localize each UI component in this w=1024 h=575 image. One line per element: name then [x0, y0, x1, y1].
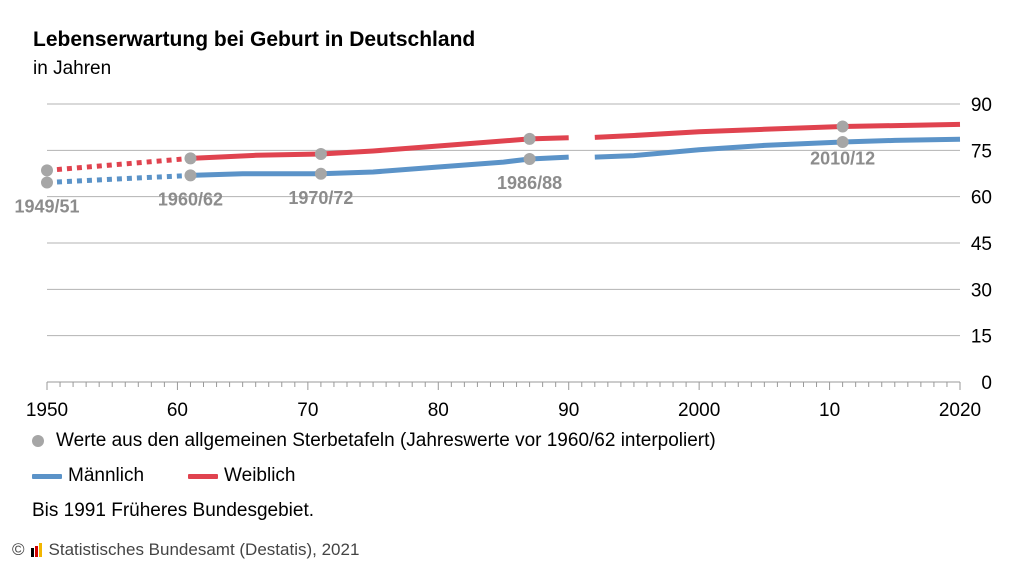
x-tick-label: 2000 [678, 400, 720, 421]
source-text: Statistisches Bundesamt (Destatis), 2021 [48, 540, 360, 559]
y-tick-label: 15 [971, 327, 992, 348]
legend-series-row: Männlich Weiblich [32, 465, 340, 487]
life-table-point [314, 167, 327, 180]
life-table-point [523, 132, 536, 145]
x-tick-label: 80 [428, 400, 449, 421]
point-label: 1970/72 [288, 188, 353, 208]
x-tick-label: 90 [558, 400, 579, 421]
life-expectancy-chart: 0 15 30 45 60 75 90 1950 60 70 80 90 2000 10 2020 1949/… [14, 95, 992, 421]
x-tick-label: 10 [819, 400, 840, 421]
series-line-male [594, 136, 961, 160]
series-line-female [190, 136, 530, 161]
life-table-point [836, 135, 849, 148]
point-label: 2010/12 [810, 148, 875, 168]
legend-item-female: Weiblich [188, 465, 296, 487]
point-label: 1986/88 [497, 173, 562, 193]
y-tick-label: 0 [981, 373, 992, 394]
life-table-point [41, 164, 53, 177]
series-line-male [529, 154, 569, 162]
source-footer: © Statistisches Bundesamt (Destatis), 20… [12, 540, 359, 560]
legend-points-row: Werte aus den allgemeinen Sterbetafeln (… [32, 430, 716, 452]
legend-points-label: Werte aus den allgemeinen Sterbetafeln (… [56, 430, 716, 451]
y-tick-label: 60 [971, 188, 992, 209]
life-table-point [314, 148, 327, 161]
life-table-point [41, 176, 53, 189]
x-tick-label: 1950 [26, 400, 68, 421]
point-label: 1960/62 [158, 189, 223, 209]
legend-female-label: Weiblich [224, 465, 296, 486]
legend-swatch-male [32, 473, 62, 479]
series-line-female [594, 121, 961, 140]
y-tick-label: 45 [971, 234, 992, 255]
legend-item-male: Männlich [32, 465, 144, 487]
copyright-symbol: © [12, 540, 25, 559]
legend-male-label: Männlich [68, 465, 145, 486]
series-line-female [46, 155, 191, 173]
life-table-point [184, 169, 197, 182]
chart-title: Lebenserwartung bei Geburt in Deutschlan… [33, 28, 476, 51]
point-label: 1949/51 [14, 196, 79, 216]
destatis-logo-icon [30, 543, 43, 557]
x-tick-label: 60 [167, 400, 188, 421]
chart-subtitle: in Jahren [33, 58, 112, 79]
series-line-female [529, 135, 569, 142]
y-tick-label: 75 [971, 141, 992, 162]
life-table-point [836, 120, 849, 133]
series-line-male [46, 172, 191, 185]
series-line-male [190, 156, 530, 178]
life-table-point [523, 152, 536, 165]
legend-point-marker [32, 435, 44, 447]
y-tick-label: 30 [971, 280, 992, 301]
legend-swatch-female [188, 473, 219, 479]
y-tick-label: 90 [971, 95, 992, 116]
life-table-point [184, 152, 197, 165]
x-tick-label: 70 [297, 400, 318, 421]
footnote: Bis 1991 Früheres Bundesgebiet. [32, 500, 315, 521]
x-tick-label: 2020 [939, 400, 981, 421]
